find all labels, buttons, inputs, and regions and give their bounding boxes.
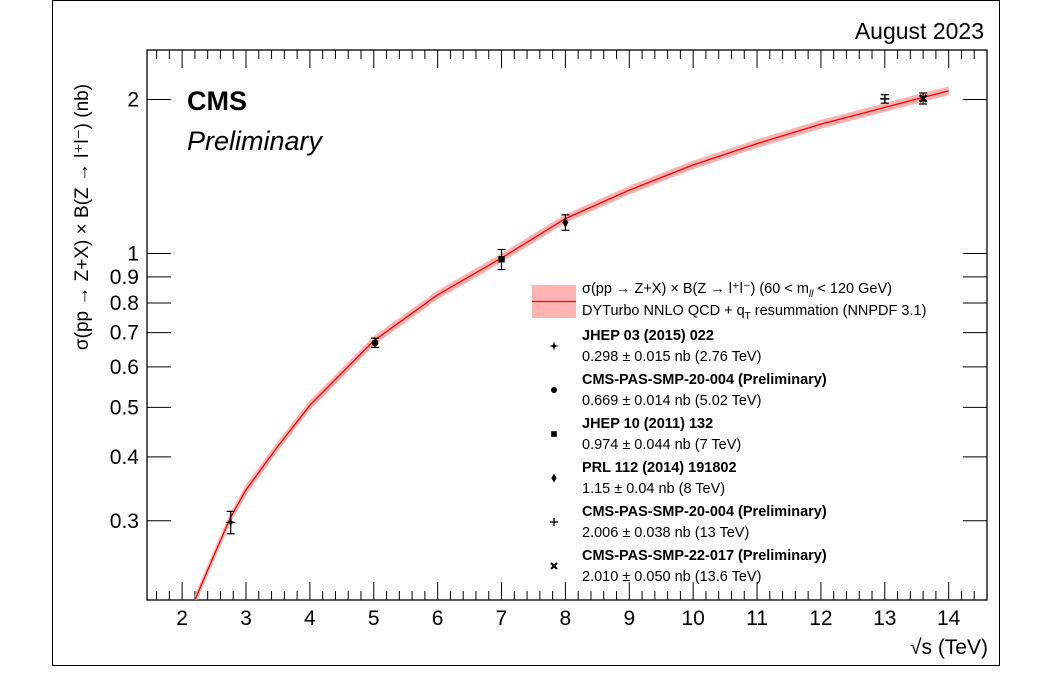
marker-cross-b	[550, 562, 558, 570]
legend-theory-label-1: σ(pp → Z+X) × B(Z → l⁺l⁻) (60 < mll < 12…	[582, 281, 892, 300]
x-tick-label: 9	[623, 607, 635, 630]
y-tick-label: 0.7	[110, 322, 139, 345]
x-tick-label: 3	[240, 607, 252, 630]
legend-entry-value: 0.974 ± 0.044 nb (7 TeV)	[582, 437, 741, 453]
x-tick-label: 13	[873, 607, 896, 630]
marker-diamond	[551, 473, 557, 483]
marker-circle	[371, 339, 379, 347]
x-tick-label: 10	[681, 607, 704, 630]
y-tick-label: 2	[127, 89, 139, 112]
marker-circle	[551, 387, 557, 393]
marker-square	[498, 256, 505, 263]
legend-entry: CMS-PAS-SMP-20-004 (Preliminary) 2.006 ± …	[549, 504, 827, 541]
theory-layer	[194, 86, 949, 600]
x-tick-label: 8	[560, 607, 572, 630]
x-tick-label: 12	[809, 607, 832, 630]
legend-entry: PRL 112 (2014) 191802 1.15 ± 0.04 nb (8 T…	[551, 460, 737, 497]
preliminary-label: Preliminary	[187, 126, 324, 156]
theory-band	[194, 86, 949, 600]
x-tick-label: 5	[368, 607, 380, 630]
x-tick-label: 7	[496, 607, 508, 630]
legend-entry: JHEP 03 (2015) 022 0.298 ± 0.015 nb (2.76…	[549, 328, 761, 365]
data-point	[561, 214, 570, 231]
legend-entry-name: CMS-PAS-SMP-22-017 (Preliminary)	[582, 548, 827, 564]
legend-entry-name: JHEP 03 (2015) 022	[582, 328, 714, 344]
legend-entry-name: CMS-PAS-SMP-20-004 (Preliminary)	[582, 372, 827, 388]
legend-entry: CMS-PAS-SMP-22-017 (Preliminary) 2.010 ± …	[550, 548, 827, 585]
y-tick-label: 0.5	[110, 396, 139, 419]
marker-plus-v	[553, 517, 555, 527]
legend-entry: CMS-PAS-SMP-20-004 (Preliminary) 0.669 ± …	[551, 372, 827, 409]
y-tick-label: 0.6	[110, 356, 139, 379]
plot-frame	[146, 49, 988, 601]
marker-star	[225, 516, 237, 528]
legend-entry-value: 0.669 ± 0.014 nb (5.02 TeV)	[582, 393, 761, 409]
legend-entry-name: PRL 112 (2014) 191802	[582, 460, 737, 476]
y-tick-label: 0.9	[110, 266, 139, 289]
marker-plus-v	[884, 94, 886, 104]
plot-axes: 2 3 4 5 6 7 8 9 10 11 12 13 140.30.40.50.60.70.80.91…	[110, 49, 988, 630]
data-point	[497, 248, 506, 271]
marker-diamond	[562, 217, 569, 228]
y-tick-label: 0.8	[110, 292, 139, 315]
theory-line	[194, 90, 949, 600]
legend: σ(pp → Z+X) × B(Z → l⁺l⁻) (60 < mll < 12…	[532, 281, 926, 585]
legend-entry-name: CMS-PAS-SMP-20-004 (Preliminary)	[582, 504, 827, 520]
marker-square	[551, 431, 557, 437]
x-tick-label: 11	[746, 607, 768, 630]
legend-entry-value: 1.15 ± 0.04 nb (8 TeV)	[582, 481, 725, 497]
data-point	[880, 94, 890, 104]
y-tick-label: 1	[127, 242, 139, 265]
data-point	[225, 510, 237, 535]
figure-frame	[52, 0, 1000, 666]
marker-star	[549, 341, 559, 351]
x-tick-label: 6	[432, 607, 444, 630]
legend-entry-value: 2.010 ± 0.050 nb (13.6 TeV)	[582, 569, 761, 585]
data-points	[225, 92, 928, 535]
legend-entry-value: 2.006 ± 0.038 nb (13 TeV)	[582, 525, 749, 541]
x-tick-label: 14	[937, 607, 961, 630]
legend-entry-value: 0.298 ± 0.015 nb (2.76 TeV)	[582, 349, 761, 365]
date-label: August 2023	[855, 18, 984, 44]
legend-entry: JHEP 10 (2011) 132 0.974 ± 0.044 nb (7 Te…	[551, 416, 741, 453]
y-tick-label: 0.4	[110, 446, 140, 469]
legend-theory-label-2: DYTurbo NNLO QCD + qT resummation (NNPDF…	[582, 303, 926, 322]
data-point	[918, 92, 928, 105]
x-axis-label: √s (TeV)	[910, 636, 988, 659]
x-tick-label: 2	[176, 607, 188, 630]
x-tick-label: 4	[304, 607, 316, 630]
data-point	[371, 337, 380, 349]
cms-label: CMS	[187, 86, 247, 116]
y-tick-label: 0.3	[110, 510, 139, 533]
marker-cross-b	[918, 94, 928, 103]
legend-entry-name: JHEP 10 (2011) 132	[582, 416, 713, 432]
y-axis-label: σ(pp → Z+X) × B(Z → l⁺l⁻) (nb)	[72, 84, 93, 350]
